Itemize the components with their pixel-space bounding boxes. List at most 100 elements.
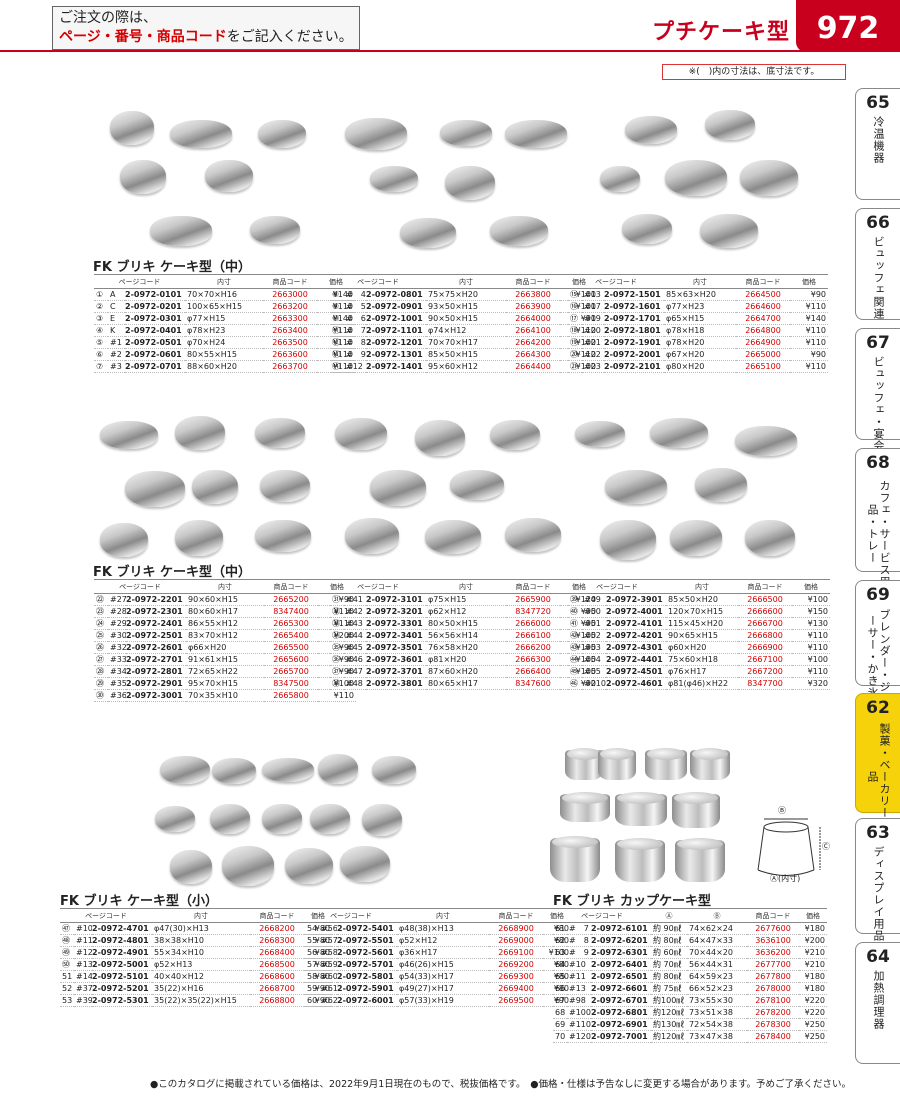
table-cell: 2664400: [506, 360, 561, 373]
table-cell: 100×65×H15: [185, 300, 264, 313]
table-cell: 2678200: [747, 1006, 800, 1019]
table-cell: 51: [60, 970, 74, 983]
table-cell: 2669300: [489, 970, 544, 983]
table-cell: #47: [344, 665, 366, 678]
column-header: ページコード: [568, 274, 665, 289]
table-row: ㊳ #48 2-0972-3801 80×65×H17 8347600 ¥90: [330, 677, 599, 690]
table-cell: 2665500: [264, 641, 319, 654]
mold-illustration: [170, 120, 232, 148]
table-cell: 2668400: [250, 946, 305, 959]
table-cell: ㉞: [330, 629, 344, 642]
table-cell: 2678000: [747, 982, 800, 995]
table-row: ⑩ # 6 2-0972-1001 90×50×H15 2664000 ¥90: [330, 312, 599, 325]
table-cell: #100: [567, 1006, 591, 1019]
table-cell: φ70×H24: [185, 336, 264, 349]
table-cell: #59: [319, 958, 337, 971]
side-tab-label: カフェ・サービス用品・トレー: [866, 479, 891, 588]
table-cell: #42: [344, 605, 366, 618]
table-cell: 2666300: [506, 653, 561, 666]
table-cell: 55: [305, 934, 319, 947]
table-cell: 86×55×H12: [186, 617, 265, 630]
mold-illustration: [600, 520, 656, 560]
table-row: 62 # 8 2-0972-6201 約 80㎖ 64×47×33 3636100 ¥200: [553, 934, 828, 947]
table-cell: #17: [582, 300, 604, 313]
table-cell: 2-0972-3301: [366, 617, 427, 630]
table-cell: #56: [319, 922, 337, 935]
side-tab-number: 65: [866, 93, 890, 113]
table-cell: ¥130: [792, 617, 831, 630]
table-cell: ㉚: [94, 689, 108, 702]
side-tab-69[interactable]: 69 ブレンダー・ジューサー・かき氷: [855, 580, 900, 705]
table-cell: 2-0972-2901: [126, 677, 187, 690]
table-cell: 73×55×30: [687, 994, 748, 1007]
table-row: ⑲ #21 2-0972-1901 φ78×H20 2664900 ¥110: [568, 336, 829, 349]
side-tab-66[interactable]: 66 ビュッフェ関連: [855, 208, 900, 320]
table-cell: ¥110: [790, 324, 829, 337]
column-header: 内寸: [426, 274, 507, 289]
table-cell: #37: [74, 982, 92, 995]
side-tab-64[interactable]: 64 加熱調理器: [855, 942, 900, 1064]
table-row: 55 #57 2-0972-5501 φ52×H12 2669000 ¥80: [305, 934, 572, 947]
side-tab-62[interactable]: 62 製菓・ベーカリー用品: [855, 693, 900, 831]
table-header: ページコード 内寸 商品コード 価格: [568, 579, 831, 594]
table-cell: ⑭: [330, 360, 344, 373]
table-cell: #11: [567, 970, 591, 983]
table-cell: 2-0972-5101: [92, 970, 153, 983]
table-cell: ㊶: [568, 617, 582, 630]
order-line-1: ご注文の際は、: [59, 10, 157, 26]
table-cell: 2-0972-4401: [606, 653, 667, 666]
table-cell: ¥100: [792, 593, 831, 606]
table-cell: φ48(38)×H13: [397, 922, 490, 935]
table-cell: #62: [319, 994, 337, 1007]
section-title-4: FK ブリキ カップケーキ型: [553, 894, 712, 909]
table-cell: #110: [567, 1018, 591, 1031]
mold-illustration: [205, 160, 253, 192]
column-header: ページコード: [568, 579, 667, 594]
side-tab-63[interactable]: 63 ディスプレイ用品: [855, 818, 900, 942]
table-cell: 2663200: [263, 300, 318, 313]
side-tab-68[interactable]: 68 カフェ・サービス用品・トレー: [855, 448, 900, 588]
table-row: 61 # 7 2-0972-6101 約 90㎖ 74×62×24 2677600 ¥180: [553, 922, 828, 935]
table-cell: ¥320: [792, 677, 831, 690]
table-cell: 2-0972-1401: [366, 360, 427, 373]
table-cell: 91×61×H15: [186, 653, 265, 666]
table-cell: 2-0972-7001: [591, 1030, 652, 1043]
table-cell: 2664500: [736, 288, 791, 301]
table-row: ㉟ #45 2-0972-3501 76×58×H20 2666200 ¥190: [330, 641, 599, 654]
table-row: ⑭ #12 2-0972-1401 95×60×H12 2664400 ¥100: [330, 360, 599, 373]
mold-illustration: [170, 850, 212, 884]
table-row: ㉙ #35 2-0972-2901 95×70×H15 8347500 ¥100: [94, 677, 357, 690]
side-tab-65[interactable]: 65 冷温機器: [855, 88, 900, 200]
mold-illustration: [622, 214, 672, 244]
column-header: 商品コード: [747, 908, 800, 923]
column-header: 商品コード: [250, 908, 305, 923]
table-cell: 約 80㎖: [651, 970, 688, 983]
table-cell: #120: [567, 1030, 591, 1043]
table-cell: 2-0972-1301: [366, 348, 427, 361]
table-cell: ①: [94, 288, 108, 301]
table-cell: 2-0972-5301: [92, 994, 153, 1007]
table-cell: 2-0972-2601: [126, 641, 187, 654]
mold-illustration: [740, 160, 798, 196]
table-cell: # 7: [344, 324, 366, 337]
cup-rim: [617, 838, 663, 850]
table-cell: 2-0972-1201: [366, 336, 427, 349]
side-tab-67[interactable]: 67 ビュッフェ・宴会: [855, 328, 900, 452]
mold-illustration: [575, 421, 625, 447]
table-cell: ⑪: [330, 324, 344, 337]
mold-illustration: [335, 418, 387, 450]
table-cell: 約 60㎖: [651, 946, 688, 959]
table-row: ① A 2-0972-0101 70×70×H16 2663000 ¥140: [94, 288, 356, 301]
table-row: ㊸ #53 2-0972-4301 φ60×H20 2666900 ¥110: [568, 641, 831, 654]
mold-illustration: [262, 758, 314, 782]
table-cell: #45: [344, 641, 366, 654]
table-cell: ㉗: [94, 653, 108, 666]
table-cell: φ78×H20: [664, 336, 737, 349]
table-cell: #20: [582, 324, 604, 337]
side-tab-label: ディスプレイ用品: [872, 846, 885, 942]
table-cell: #61: [319, 982, 337, 995]
table-cell: ⑩: [330, 312, 344, 325]
table-cell: 2-0972-6701: [591, 994, 652, 1007]
table-cell: 2-0972-4701: [92, 922, 153, 935]
table-cell: #29: [108, 617, 126, 630]
